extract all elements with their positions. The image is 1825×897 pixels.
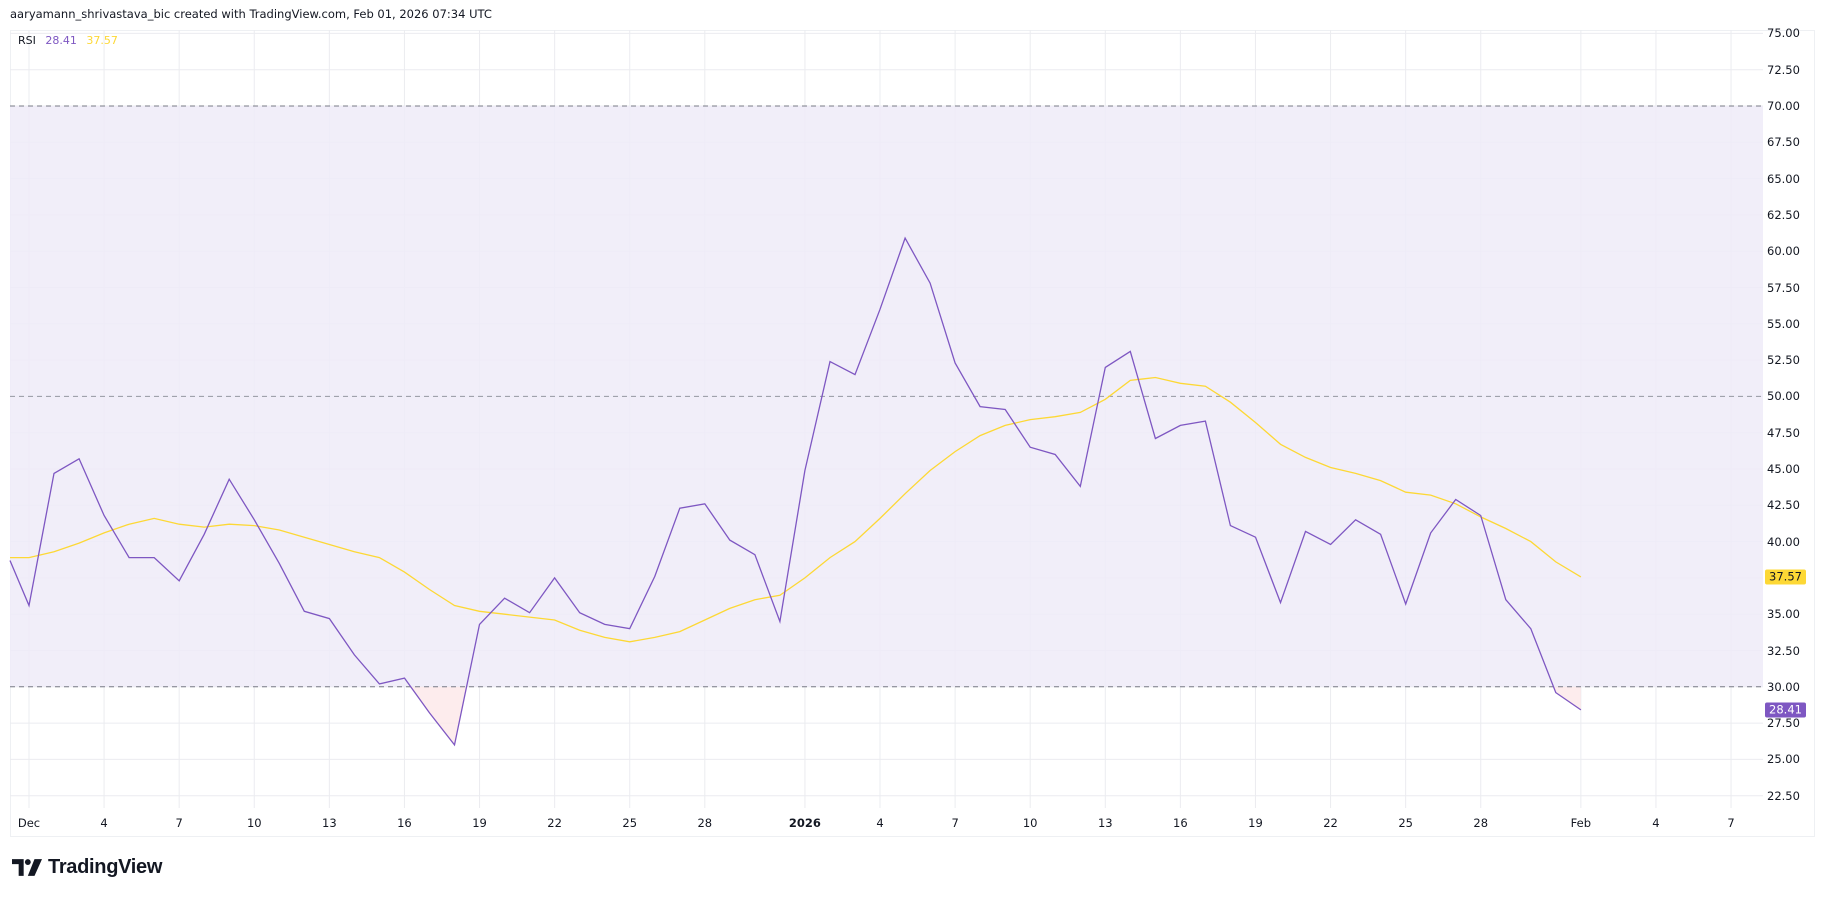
x-axis-label: 4 (1652, 816, 1660, 830)
x-axis-label: Feb (1570, 816, 1592, 830)
y-axis-label: 47.50 (1767, 425, 1800, 440)
rsi-line[interactable] (9, 236, 1582, 747)
y-axis-label: 35.00 (1767, 607, 1800, 622)
tradingview-logo[interactable]: TradingView (12, 856, 162, 879)
y-axis-label: 45.00 (1767, 462, 1800, 476)
x-axis-label: 19 (1248, 816, 1263, 830)
tradingview-logo-icon (12, 859, 42, 876)
tradingview-logo-text: TradingView (48, 856, 163, 878)
rsi-ma-line[interactable] (10, 376, 1582, 643)
x-axis-label: 16 (1173, 816, 1188, 830)
x-axis-label: 7 (1727, 816, 1735, 830)
y-axis-label: 67.50 (1767, 135, 1800, 150)
x-axis-label: 13 (322, 816, 337, 830)
y-axis-label: 52.50 (1767, 353, 1800, 368)
x-axis-label: 16 (397, 816, 412, 830)
y-axis-label: 22.50 (1767, 788, 1800, 803)
x-axis-label: Dec (17, 816, 41, 830)
x-axis-label: 4 (876, 816, 884, 830)
y-axis-label: 62.50 (1767, 207, 1800, 222)
y-axis-label: 32.50 (1767, 643, 1800, 658)
x-axis-label: 13 (1097, 816, 1113, 830)
y-axis-label: 25.00 (1767, 752, 1800, 767)
y-axis-label: 40.00 (1767, 534, 1800, 549)
y-axis-label: 27.50 (1767, 716, 1800, 731)
x-axis-label: 22 (1323, 816, 1338, 830)
x-axis-label: 28 (697, 816, 713, 830)
y-axis-label: 60.00 (1767, 244, 1800, 259)
x-axis-label: 19 (472, 816, 487, 830)
x-axis-label: 2026 (788, 816, 821, 830)
x-axis-label: 28 (1473, 816, 1489, 830)
rsi-last-value-badge: 28.41 (1765, 702, 1806, 718)
signal-last-value-badge: 37.57 (1765, 569, 1806, 585)
y-axis-label: 72.50 (1767, 62, 1800, 77)
y-axis-label: 55.00 (1767, 316, 1800, 331)
indicator-legend[interactable]: RSI 28.41 37.57 (18, 34, 118, 47)
legend-rsi-value: 28.41 (45, 34, 77, 47)
x-axis-label: 7 (175, 816, 183, 830)
y-axis-label: 42.50 (1767, 498, 1800, 513)
x-axis-label: 22 (547, 816, 562, 830)
x-axis-label: 4 (100, 816, 108, 830)
y-axis-label: 75.00 (1767, 26, 1800, 41)
y-axis-label: 50.00 (1767, 389, 1800, 404)
y-axis-label: 57.50 (1767, 280, 1800, 295)
attribution-header: aaryamann_shrivastava_bic created with T… (10, 7, 492, 21)
legend-signal-value: 37.57 (86, 34, 118, 47)
y-axis-label: 70.00 (1767, 99, 1800, 113)
x-axis-label: 25 (1398, 816, 1413, 830)
y-axis-label: 30.00 (1767, 679, 1800, 694)
x-axis-label: 10 (246, 816, 262, 830)
x-axis-label: 7 (951, 816, 959, 830)
y-axis-label: 65.00 (1767, 171, 1800, 186)
x-axis-label: 10 (1022, 816, 1038, 830)
x-axis-label: 25 (622, 816, 638, 830)
legend-indicator-name: RSI (18, 34, 36, 47)
